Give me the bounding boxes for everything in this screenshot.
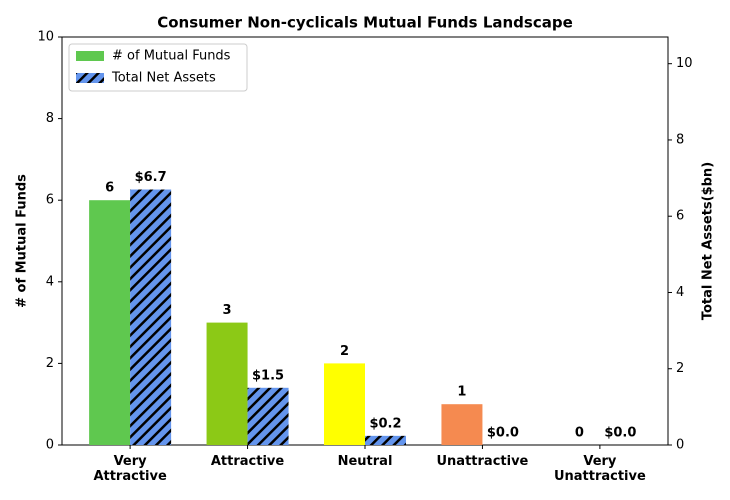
bar	[324, 363, 365, 445]
bar	[441, 404, 483, 445]
y-tick-label: 6	[46, 193, 54, 208]
legend-swatch	[76, 73, 104, 83]
legend-box	[68, 43, 248, 92]
data-label: 0	[575, 426, 584, 441]
legend-label: Total Net Assets	[111, 71, 216, 86]
y2-tick-label: 8	[676, 132, 684, 147]
data-label: 6	[105, 181, 114, 196]
data-label: $6.7	[135, 170, 167, 185]
y-tick-label: 8	[46, 111, 54, 126]
bar	[130, 189, 172, 445]
y-tick-label: 10	[37, 30, 54, 45]
y2-tick-label: 2	[676, 361, 684, 376]
bar	[206, 322, 248, 445]
data-label: 3	[223, 303, 232, 318]
x-tick-label: Very Attractive	[93, 454, 167, 484]
legend-label: # of Mutual Funds	[112, 49, 231, 64]
data-label: $0.2	[369, 416, 401, 431]
y2-tick-label: 6	[676, 209, 684, 224]
chart-title: Consumer Non-cyclicals Mutual Funds Land…	[157, 14, 573, 32]
y-axis-label: # of Mutual Funds	[15, 174, 30, 308]
y2-tick-label: 4	[676, 285, 684, 300]
x-tick-label: Neutral	[337, 454, 393, 469]
data-label: $1.5	[252, 368, 284, 383]
data-label: 2	[340, 344, 349, 359]
y2-tick-label: 0	[676, 438, 684, 453]
legend-swatch	[76, 51, 104, 61]
x-tick-label: Unattractive	[436, 454, 529, 469]
bar	[89, 200, 131, 445]
data-label: $0.0	[487, 426, 519, 441]
data-label: $0.0	[604, 426, 636, 441]
y-tick-label: 4	[46, 274, 54, 289]
y2-tick-label: 10	[676, 56, 693, 71]
bar	[247, 387, 289, 445]
y-tick-label: 0	[46, 438, 54, 453]
y-tick-label: 2	[46, 356, 54, 371]
x-tick-label: Very Unattractive	[553, 454, 646, 484]
bar	[365, 435, 406, 445]
data-label: 1	[457, 385, 466, 400]
y2-axis-label: Total Net Assets($bn)	[701, 162, 716, 320]
x-tick-label: Attractive	[210, 454, 285, 469]
